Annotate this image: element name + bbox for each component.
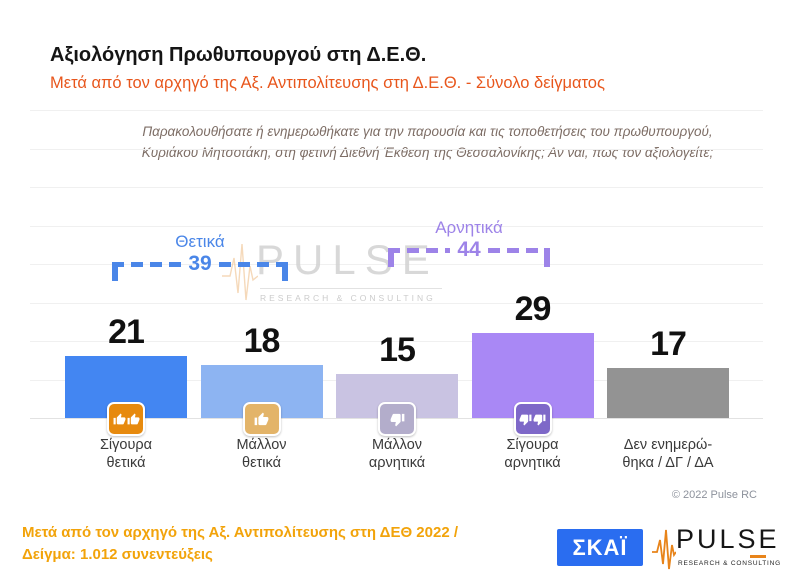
thumb-down-icon bbox=[378, 402, 416, 436]
thumb-glyph bbox=[254, 412, 269, 425]
negative-total-value: 44 bbox=[457, 238, 481, 261]
bracket-cap bbox=[112, 262, 118, 281]
bracket-dash bbox=[218, 262, 289, 267]
skai-logo: ΣΚΑΪ bbox=[557, 529, 643, 566]
gridline bbox=[30, 148, 763, 150]
pulse-logo-tagline: RESEARCH & CONSULTING bbox=[678, 560, 781, 567]
double-thumbs-down-icon bbox=[513, 402, 552, 436]
bracket-cap bbox=[388, 248, 394, 267]
pulse-logo: PULSE RESEARCH & CONSULTING bbox=[652, 524, 782, 574]
bar-value-label: 29 bbox=[514, 290, 552, 328]
category-line2: θηκα / ΔΓ / ΔΑ bbox=[622, 455, 714, 471]
category-line1: Μάλλον bbox=[236, 437, 287, 453]
bar-value-label: 17 bbox=[650, 325, 687, 363]
category-line2: θετικά bbox=[106, 455, 146, 471]
gridline bbox=[30, 225, 763, 227]
category-line2: θετικά bbox=[242, 455, 281, 471]
bar-value-label: 21 bbox=[108, 313, 145, 351]
survey-question-line2: Κυριάκου Μητσοτάκη, στη φετινή Διεθνή Έκ… bbox=[141, 145, 714, 160]
negative-bracket-label: Αρνητικά bbox=[435, 218, 503, 237]
thumb-glyph bbox=[390, 413, 404, 426]
category-line1: Δεν ενημερώ- bbox=[623, 437, 713, 453]
positive-bracket-label: Θετικά bbox=[175, 232, 225, 251]
thumb-glyph bbox=[127, 413, 139, 424]
bracket-cap bbox=[544, 248, 550, 267]
double-thumbs-up-icon bbox=[107, 402, 145, 436]
footer-line2: Δείγμα: 1.012 συνεντεύξεις bbox=[22, 546, 213, 563]
footer-line1: Μετά από τον αρχηγό της Αξ. Αντιπολίτευσ… bbox=[22, 524, 459, 541]
bar-value-label: 18 bbox=[243, 322, 281, 360]
category-label: Σίγουρα αρνητικά bbox=[464, 436, 602, 472]
bar-value-label: 15 bbox=[379, 331, 416, 369]
pulse-logo-text: PULSE bbox=[676, 524, 780, 554]
category-line1: Μάλλον bbox=[371, 437, 423, 453]
thumb-glyph bbox=[533, 414, 546, 425]
thumb-glyph bbox=[113, 413, 125, 424]
bracket-cap bbox=[282, 262, 288, 281]
skai-logo-text: ΣΚΑΪ bbox=[572, 534, 628, 560]
pulse-logo-accent bbox=[750, 555, 766, 558]
survey-question: Παρακολουθήσατε ή ενημερωθήκατε για την … bbox=[95, 121, 760, 163]
page-subtitle: Μετά από τον αρχηγό της Αξ. Αντιπολίτευσ… bbox=[50, 74, 605, 92]
category-line2: αρνητικά bbox=[504, 455, 561, 471]
category-label: Μάλλον αρνητικά bbox=[328, 436, 466, 472]
category-label: Μάλλον θετικά bbox=[193, 436, 331, 472]
bracket-dash bbox=[487, 248, 551, 253]
bracket-dash bbox=[388, 248, 451, 253]
footer-source-note: Μετά από τον αρχηγό της Αξ. Αντιπολίτευσ… bbox=[22, 522, 458, 566]
category-label: Σίγουρα θετικά bbox=[57, 436, 195, 472]
gridline bbox=[30, 341, 763, 342]
bracket-dash bbox=[112, 262, 182, 267]
gridline bbox=[30, 264, 763, 265]
bar bbox=[607, 368, 729, 418]
survey-question-line1: Παρακολουθήσατε ή ενημερωθήκατε για την … bbox=[142, 124, 713, 139]
negative-bracket-line: 44 bbox=[388, 238, 551, 267]
thumb-glyph bbox=[519, 414, 532, 425]
positive-bracket: Θετικά 39 bbox=[112, 232, 289, 281]
waveform-icon bbox=[652, 529, 676, 570]
category-line1: Σίγουρα bbox=[506, 437, 559, 453]
category-label: Δεν ενημερώ-θηκα / ΔΓ / ΔΑ bbox=[599, 436, 737, 472]
negative-bracket: Αρνητικά 44 bbox=[388, 218, 551, 267]
page-title: Αξιολόγηση Πρωθυπουργού στη Δ.Ε.Θ. bbox=[50, 44, 427, 66]
thumb-up-icon bbox=[242, 402, 281, 436]
positive-total-value: 39 bbox=[188, 252, 212, 275]
gridline bbox=[30, 187, 763, 188]
gridline bbox=[30, 110, 763, 111]
gridline bbox=[30, 302, 763, 304]
category-line1: Σίγουρα bbox=[99, 437, 153, 453]
watermark-tagline: RESEARCH & CONSULTING bbox=[260, 288, 442, 303]
positive-bracket-line: 39 bbox=[112, 252, 289, 281]
category-line2: αρνητικά bbox=[368, 455, 426, 471]
copyright-note: © 2022 Pulse RC bbox=[671, 489, 757, 501]
